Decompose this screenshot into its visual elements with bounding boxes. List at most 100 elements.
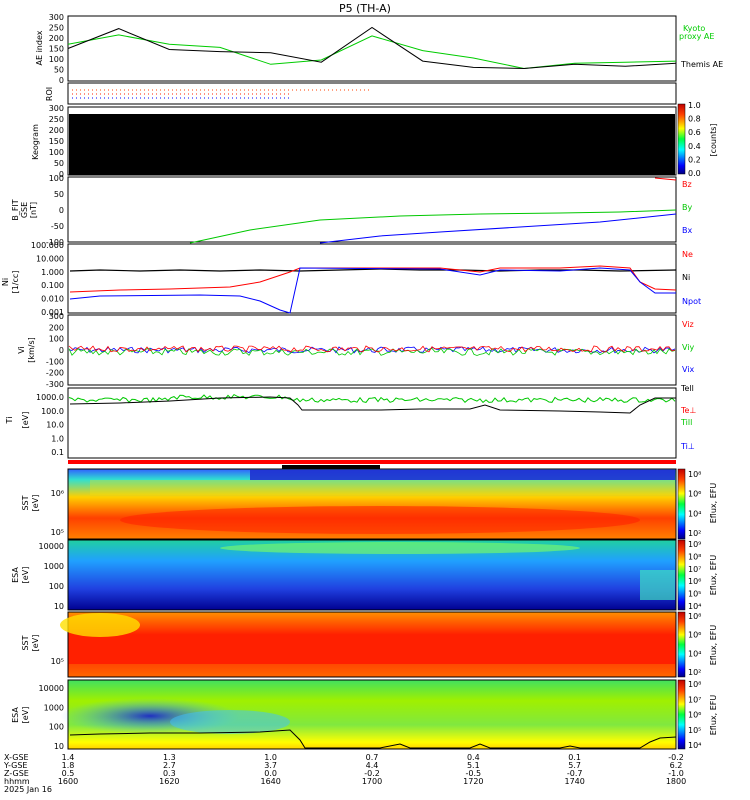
sst-e-colorbar-ticks: 10⁸ 10⁶ 10⁴ 10² xyxy=(688,470,701,538)
ni-tick-labels: 100.000 10.000 1.000 0.100 0.010 0.001 xyxy=(31,241,64,317)
ae-tick-label: 0 xyxy=(59,76,64,85)
xaxis-row-xgse: X-GSE xyxy=(4,753,29,762)
bfit-ylabel-2: GSE xyxy=(20,202,29,218)
ae-tick-label: 200 xyxy=(49,34,64,43)
legend-ni: Ni xyxy=(682,273,690,282)
legend-npot: Npot xyxy=(682,297,701,306)
keogram-cbar-tick: 1.0 xyxy=(688,101,701,110)
sst-electron-panel: SST [eV] 10⁶ 10⁵ 10⁸ 10⁶ 10⁴ 10² Eflux, EFU xyxy=(21,468,718,540)
sst-e-cbar-tick: 10⁴ xyxy=(688,509,701,518)
esa-ion-trace xyxy=(69,729,677,749)
xaxis-value: 0.3 xyxy=(163,769,176,778)
keogram-tick-label: 0 xyxy=(59,170,64,179)
vi-tick-label: 0 xyxy=(59,346,64,355)
xaxis-value: -0.5 xyxy=(466,769,482,778)
xaxis-value: 0.4 xyxy=(467,753,480,762)
legend-till: Till xyxy=(680,418,692,427)
esa-i-cbar-tick: 10⁶ xyxy=(688,711,701,720)
xaxis-value: 6.2 xyxy=(670,761,683,770)
bfit-tick-label: -100 xyxy=(46,238,64,247)
keogram-ylabel: Keogram xyxy=(31,124,40,160)
sst-i-cbar-tick: 10⁴ xyxy=(688,649,701,658)
tell-line xyxy=(69,396,676,414)
esa-i-cbar-tick: 10⁴ xyxy=(688,741,701,750)
xaxis-value: 3.7 xyxy=(264,761,277,770)
esa-i-ylabel-2: [eV] xyxy=(21,707,30,724)
xaxis-value: 1700 xyxy=(362,777,382,786)
roi-ylabel: ROI xyxy=(45,87,54,101)
esa-e-ylabel-1: ESA xyxy=(11,567,20,583)
esa-e-colorbar-label: Eflux, EFU xyxy=(709,555,718,596)
xaxis-value: -0.2 xyxy=(668,753,684,762)
keogram-cbar-tick: 0.6 xyxy=(688,128,701,137)
ni-ylabel-1: Ni xyxy=(1,278,10,286)
ti-ylabel-2: [eV] xyxy=(21,412,30,429)
esa-i-colorbar xyxy=(677,679,686,750)
x-axis: X-GSE Y-GSE Z-GSE hhmm 2025 Jan 16 1.41.… xyxy=(3,753,686,794)
vi-panel: Vi [km/s] 300 200 100 0 -100 -200 -300 Viz Viy… xyxy=(17,312,695,389)
xaxis-value: 0.0 xyxy=(264,769,277,778)
ae-tick-label: 300 xyxy=(49,13,64,22)
esa-i-cbar-tick: 10⁸ xyxy=(688,680,701,689)
xaxis-value: 1.0 xyxy=(264,753,277,762)
npot-line xyxy=(69,267,676,314)
bfit-tick-label: 50 xyxy=(54,190,64,199)
legend-bz: Bz xyxy=(682,180,692,189)
esa-e-cbar-tick: 10⁸ xyxy=(688,552,701,561)
xaxis-value: 1.3 xyxy=(163,753,176,762)
ni-tick-label: 0.100 xyxy=(41,281,64,290)
esa-i-colorbar-ticks: 10⁸ 10⁷ 10⁶ 10⁵ 10⁴ xyxy=(688,680,701,750)
legend-vix: Vix xyxy=(682,365,695,374)
esa-e-tick-label: 1000 xyxy=(44,562,64,571)
esa-i-ylabel-1: ESA xyxy=(11,707,20,723)
figure-title: P5 (TH-A) xyxy=(339,2,391,15)
ti-tick-label: 1.0 xyxy=(51,434,64,443)
esa-e-tick-label: 10 xyxy=(54,602,64,611)
bfit-ylabel-3: [nT] xyxy=(29,202,38,218)
sst-e-ylabel-2: [eV] xyxy=(31,495,40,512)
kyoto-ae-line xyxy=(67,34,677,70)
sst-i-cbar-tick: 10⁶ xyxy=(688,631,701,640)
vi-tick-labels: 300 200 100 0 -100 -200 -300 xyxy=(46,312,64,389)
xaxis-value: 1800 xyxy=(666,777,686,786)
keogram-tick-label: 250 xyxy=(49,115,64,124)
ni-tick-label: 10.000 xyxy=(36,254,64,263)
bz-line xyxy=(654,177,677,181)
ae-ylabel: AE index xyxy=(35,30,44,65)
esa-i-tick-labels: 10000 1000 100 10 xyxy=(39,684,64,751)
sst-e-tick-high: 10⁶ xyxy=(51,489,64,498)
vi-ylabel-1: Vi xyxy=(17,346,26,354)
ni-tick-label: 0.001 xyxy=(41,308,64,317)
sst-e-cbar-tick: 10² xyxy=(688,529,701,538)
esa-e-colorbar-ticks: 10⁹ 10⁸ 10⁷ 10⁶ 10⁵ 10⁴ xyxy=(688,540,701,611)
keogram-colorbar xyxy=(677,103,686,175)
esa-e-cbar-tick: 10⁷ xyxy=(688,565,701,574)
vi-tick-label: 200 xyxy=(49,323,64,332)
vi-tick-label: 100 xyxy=(49,335,64,344)
keogram-tick-label: 150 xyxy=(49,137,64,146)
keogram-cbar-tick: 0.0 xyxy=(688,169,701,178)
xaxis-value: 1740 xyxy=(564,777,584,786)
legend-tell: Tell xyxy=(680,384,694,393)
legend-themis-ae: Themis AE xyxy=(680,60,723,69)
sst-e-colorbar xyxy=(677,468,686,540)
legend-ne: Ne xyxy=(682,250,693,259)
bfit-tick-labels: 100 50 0 -50 -100 xyxy=(46,174,64,247)
bfit-tick-label: 0 xyxy=(59,206,64,215)
esa-i-colorbar-label: Eflux, EFU xyxy=(709,695,718,736)
ti-tick-labels: 1000.0 100.0 10.0 1.0 0.1 xyxy=(36,393,64,457)
sst-ion-panel: SST [eV] 10⁵ 10⁸ 10⁶ 10⁴ 10² Eflux, EFU xyxy=(21,611,718,678)
sst-e-cbar-tick: 10⁶ xyxy=(688,490,701,499)
xaxis-row-zgse: Z-GSE xyxy=(4,769,29,778)
xaxis-value: 1600 xyxy=(58,777,78,786)
sst-i-cbar-tick: 10² xyxy=(688,668,701,677)
bx-line xyxy=(319,213,677,244)
ae-tick-label: 100 xyxy=(49,55,64,64)
till-line xyxy=(68,393,676,404)
sst-e-tick-low: 10⁵ xyxy=(51,528,64,537)
